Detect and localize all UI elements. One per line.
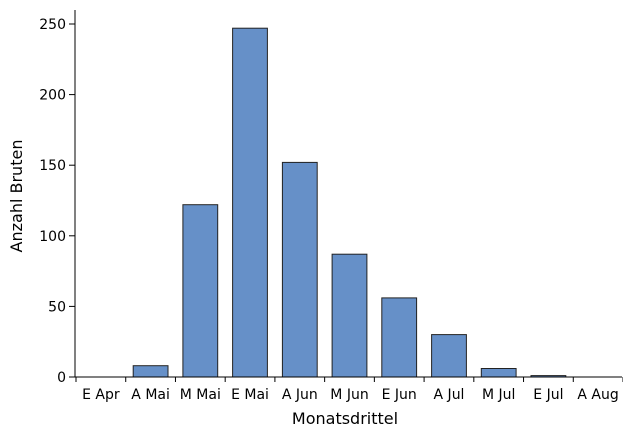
- x-tick-label: M Jun: [330, 387, 368, 403]
- x-tick-label: M Mai: [180, 387, 221, 403]
- y-tick-label: 100: [39, 229, 66, 245]
- x-tick-label: E Jun: [382, 387, 417, 403]
- x-tick-label: E Mai: [231, 387, 269, 403]
- bar-a-jul: [431, 334, 467, 378]
- x-tick-label: A Jun: [282, 387, 318, 403]
- y-tick-label: 250: [39, 17, 66, 33]
- bar-m-jul: [480, 368, 517, 378]
- y-tick-label: 0: [57, 370, 66, 386]
- x-tick-label: A Aug: [577, 387, 618, 403]
- x-tick-label: E Apr: [82, 387, 120, 403]
- bar-e-mai: [232, 27, 268, 378]
- x-axis: E Apr A Mai M Mai E Mai A Jun M Jun E Jun A Jul…: [75, 376, 623, 403]
- bar-m-mai: [182, 204, 219, 378]
- y-tick-label: 150: [39, 158, 66, 174]
- x-tick-label: M Jul: [482, 387, 515, 403]
- y-axis-title: Anzahl Bruten: [7, 140, 26, 253]
- x-tick-label: A Jul: [434, 387, 465, 403]
- bar-m-jun: [331, 253, 368, 378]
- bar-a-jun: [281, 161, 318, 378]
- bar-e-jun: [381, 297, 418, 378]
- x-tick-label: A Mai: [131, 387, 170, 403]
- x-tick-label: E Jul: [533, 387, 563, 403]
- y-tick-label: 50: [48, 299, 66, 315]
- x-axis-title: Monatsdrittel: [292, 409, 398, 428]
- y-axis: 0 50 100 150 200 250: [39, 10, 76, 386]
- bar-a-mai: [132, 365, 169, 378]
- bars-group: [132, 27, 567, 378]
- y-tick-label: 200: [39, 88, 66, 104]
